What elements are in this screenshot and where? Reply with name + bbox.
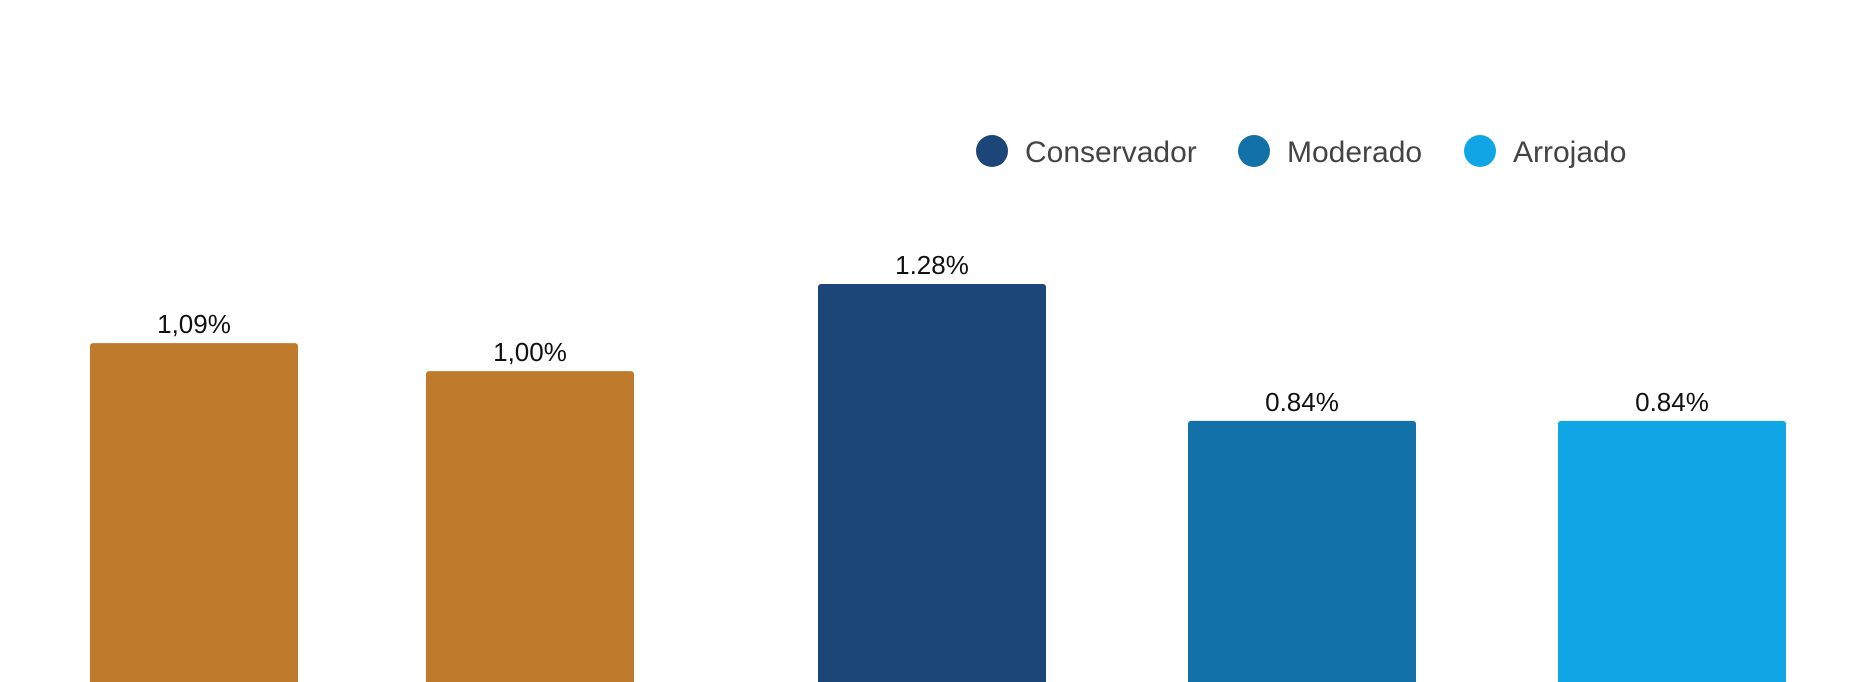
chart-legend: Conservador Moderado Arrojado <box>976 135 1626 169</box>
legend-label-moderado: Moderado <box>1287 136 1422 169</box>
legend-item-moderado[interactable]: Moderado <box>1238 135 1422 169</box>
bar-1[interactable] <box>90 343 298 682</box>
legend-swatch-conservador <box>976 135 1008 167</box>
bar-series: 1,09% 1,00% 1.28% 0.84% 0.84% <box>90 250 1786 682</box>
bar-3[interactable] <box>818 284 1046 682</box>
legend-item-conservador[interactable]: Conservador <box>976 135 1197 169</box>
bar-5[interactable] <box>1558 420 1786 682</box>
bar-4[interactable] <box>1188 420 1416 682</box>
bar-value-label-3: 1.28% <box>895 250 969 280</box>
bar-value-label-5: 0.84% <box>1635 387 1709 417</box>
legend-label-conservador: Conservador <box>1025 136 1197 169</box>
legend-label-arrojado: Arrojado <box>1513 136 1626 169</box>
legend-swatch-moderado <box>1238 135 1270 167</box>
bar-value-label-4: 0.84% <box>1265 387 1339 417</box>
bar-value-label-1: 1,09% <box>157 309 231 339</box>
bar-2[interactable] <box>426 371 634 682</box>
legend-swatch-arrojado <box>1464 135 1496 167</box>
bar-value-label-2: 1,00% <box>493 337 567 367</box>
legend-item-arrojado[interactable]: Arrojado <box>1464 135 1626 169</box>
